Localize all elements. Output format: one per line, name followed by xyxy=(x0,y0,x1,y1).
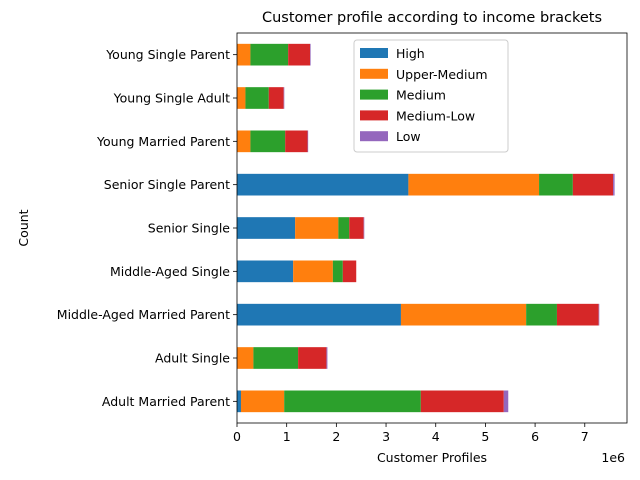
bar-senior-single-parent-high xyxy=(237,173,409,196)
bar-young-single-parent-medium xyxy=(250,43,289,66)
x-tick-label: 0 xyxy=(233,429,241,444)
legend-swatch-upper-medium xyxy=(360,68,388,79)
y-tick-label: Adult Single xyxy=(155,351,230,366)
x-tick-label: 1 xyxy=(283,429,291,444)
bar-adult-single-low xyxy=(326,347,328,369)
bar-adult-married-parent-high xyxy=(237,390,241,413)
bar-middle-aged-single-high xyxy=(237,260,294,283)
bar-young-single-parent-upper-medium xyxy=(237,43,251,66)
bar-senior-single-high xyxy=(237,217,296,239)
bar-middle-aged-single-medium-low xyxy=(342,260,357,283)
y-axis-ticks: Adult Married Parent Adult Single Middle-A… xyxy=(57,47,237,409)
bar-senior-single-upper-medium xyxy=(295,217,339,239)
bar-middle-aged-single-medium xyxy=(332,260,343,283)
bar-adult-married-parent-medium-low xyxy=(420,390,504,413)
x-axis-title: Customer Profiles xyxy=(377,450,487,465)
legend-swatch-high xyxy=(360,48,388,58)
bar-adult-married-parent-low xyxy=(503,390,509,413)
bar-senior-single-parent-upper-medium xyxy=(408,173,540,196)
plot-frame xyxy=(236,32,628,424)
y-tick-label: Adult Married Parent xyxy=(102,394,230,409)
x-axis-ticks: 0 1 2 3 4 5 6 7 xyxy=(233,423,589,444)
bar-young-married-parent-medium-low xyxy=(285,130,308,153)
y-tick-label: Middle-Aged Single xyxy=(110,264,230,279)
bar-young-single-adult-medium-low xyxy=(268,87,284,109)
bar-middle-aged-married-parent-upper-medium xyxy=(400,303,527,326)
legend-swatch-medium xyxy=(360,89,388,100)
bar-young-married-parent-medium xyxy=(250,130,286,153)
x-axis-offset-label: 1e6 xyxy=(601,450,625,465)
bar-adult-single-medium xyxy=(253,347,299,369)
y-tick-label: Young Single Parent xyxy=(105,47,230,62)
legend-label-high: High xyxy=(396,46,425,61)
bar-adult-single-upper-medium xyxy=(237,347,254,369)
bar-young-single-adult-upper-medium xyxy=(237,87,246,109)
bar-young-married-parent-upper-medium xyxy=(237,130,251,153)
bar-young-single-parent-medium-low xyxy=(288,43,311,66)
bars-group xyxy=(237,43,615,413)
y-tick-label: Middle-Aged Married Parent xyxy=(57,307,230,322)
chart-title: Customer profile according to income bra… xyxy=(262,10,602,26)
legend-swatch-low xyxy=(360,131,388,142)
legend-label-medium: Medium xyxy=(396,88,446,103)
bar-middle-aged-married-parent-high xyxy=(237,303,401,326)
legend: High Upper-Medium Medium Medium-Low Low xyxy=(353,39,509,153)
legend-label-low: Low xyxy=(396,129,421,144)
bar-senior-single-medium xyxy=(338,217,350,239)
x-tick-label: 7 xyxy=(581,429,589,444)
legend-label-medium-low: Medium-Low xyxy=(396,108,475,123)
bar-senior-single-medium-low xyxy=(349,217,364,239)
bar-young-single-adult-medium xyxy=(245,87,269,109)
x-tick-label: 6 xyxy=(531,429,539,444)
legend-label-upper-medium: Upper-Medium xyxy=(396,67,488,82)
bar-young-single-adult-low xyxy=(283,87,285,109)
bar-senior-single-parent-medium xyxy=(539,173,573,196)
y-axis-title: Count xyxy=(16,209,31,246)
bar-middle-aged-married-parent-low xyxy=(598,303,600,326)
bar-middle-aged-married-parent-medium-low xyxy=(556,303,599,326)
bar-adult-married-parent-medium xyxy=(284,390,421,413)
legend-box xyxy=(353,39,509,153)
y-tick-label: Senior Single xyxy=(148,221,231,236)
y-tick-label: Senior Single Parent xyxy=(104,177,230,192)
bar-adult-single-medium-low xyxy=(298,347,327,369)
x-tick-label: 5 xyxy=(481,429,489,444)
bar-young-single-parent-low xyxy=(310,43,311,66)
bar-senior-single-parent-medium-low xyxy=(572,173,614,196)
legend-swatch-medium-low xyxy=(360,110,388,121)
bar-young-married-parent-low xyxy=(307,130,309,153)
bar-adult-married-parent-upper-medium xyxy=(240,390,285,413)
y-tick-label: Young Single Adult xyxy=(113,91,230,106)
bar-senior-single-low xyxy=(363,217,365,239)
y-tick-label: Young Married Parent xyxy=(96,134,230,149)
bar-middle-aged-married-parent-medium xyxy=(526,303,557,326)
x-tick-label: 2 xyxy=(332,429,340,444)
x-tick-label: 3 xyxy=(382,429,390,444)
bar-senior-single-parent-low xyxy=(613,173,615,196)
x-tick-label: 4 xyxy=(432,429,440,444)
bar-middle-aged-single-upper-medium xyxy=(293,260,333,283)
